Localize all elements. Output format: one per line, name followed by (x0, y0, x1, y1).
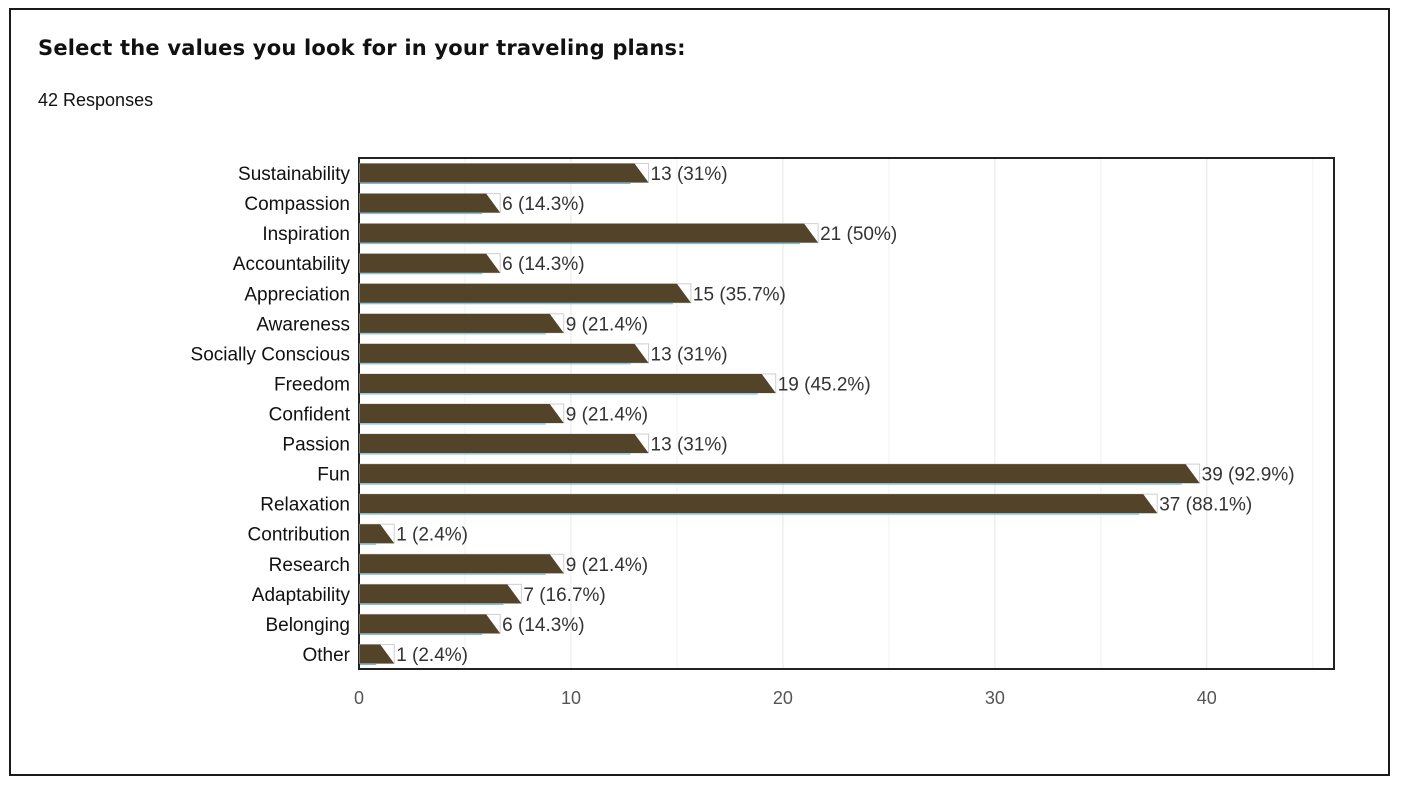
response-count: 42 Responses (38, 90, 154, 110)
bar-confident (360, 404, 564, 423)
bar-passion (360, 434, 649, 454)
bar-accountability (360, 253, 501, 273)
bar-inspiration (360, 223, 819, 243)
data-label: 9 (21.4%) (566, 555, 648, 576)
data-label: 39 (92.9%) (1202, 465, 1295, 486)
bar-contribution (360, 524, 395, 544)
bar-other (360, 644, 395, 664)
bar-compassion (360, 193, 501, 213)
data-label: 19 (45.2%) (778, 374, 871, 395)
question-title: Select the values you look for in your t… (38, 36, 686, 60)
category-label: Sustainability (238, 164, 350, 185)
data-label: 6 (14.3%) (502, 615, 584, 636)
bar-freedom (360, 373, 776, 393)
category-label: Research (269, 555, 350, 576)
category-label: Inspiration (262, 224, 350, 245)
category-label: Other (302, 645, 350, 666)
x-tick-label: 40 (1197, 688, 1217, 708)
category-label: Freedom (274, 374, 350, 395)
bar-sustainability (360, 163, 649, 183)
bar-socially-conscious (360, 343, 649, 363)
data-label: 1 (2.4%) (396, 645, 468, 666)
data-label: 21 (50%) (820, 224, 897, 245)
category-label: Awareness (256, 314, 350, 335)
data-label: 13 (31%) (651, 435, 728, 456)
data-label: 6 (14.3%) (502, 194, 584, 215)
x-tick-label: 20 (773, 688, 793, 708)
bar-adaptability (360, 584, 522, 604)
plot-area-border (358, 157, 1335, 670)
data-label: 37 (88.1%) (1159, 495, 1252, 516)
data-label: 6 (14.3%) (502, 254, 584, 275)
data-label: 9 (21.4%) (566, 314, 648, 335)
bar-fun (360, 464, 1200, 484)
data-label: 15 (35.7%) (693, 284, 786, 305)
category-label: Accountability (233, 254, 351, 275)
category-label: Socially Conscious (191, 344, 350, 365)
data-label: 1 (2.4%) (396, 525, 468, 546)
x-tick-label: 10 (561, 688, 581, 708)
category-label: Relaxation (260, 495, 350, 516)
bar-awareness (360, 313, 564, 333)
data-label: 13 (31%) (651, 164, 728, 185)
data-label: 13 (31%) (651, 344, 728, 365)
category-label: Belonging (265, 615, 350, 636)
category-label: Confident (269, 405, 351, 426)
bar-relaxation (360, 494, 1158, 514)
category-label: Fun (317, 465, 350, 486)
category-label: Passion (282, 435, 350, 456)
data-label: 9 (21.4%) (566, 405, 648, 426)
bar-appreciation (360, 283, 691, 303)
category-label: Contribution (248, 525, 350, 546)
bar-belonging (360, 614, 501, 634)
x-tick-label: 0 (354, 688, 364, 708)
category-label: Appreciation (244, 284, 350, 305)
category-label: Compassion (244, 194, 350, 215)
bar-research (360, 554, 564, 574)
data-label: 7 (16.7%) (523, 585, 605, 606)
x-tick-label: 30 (985, 688, 1005, 708)
category-label: Adaptability (252, 585, 351, 606)
